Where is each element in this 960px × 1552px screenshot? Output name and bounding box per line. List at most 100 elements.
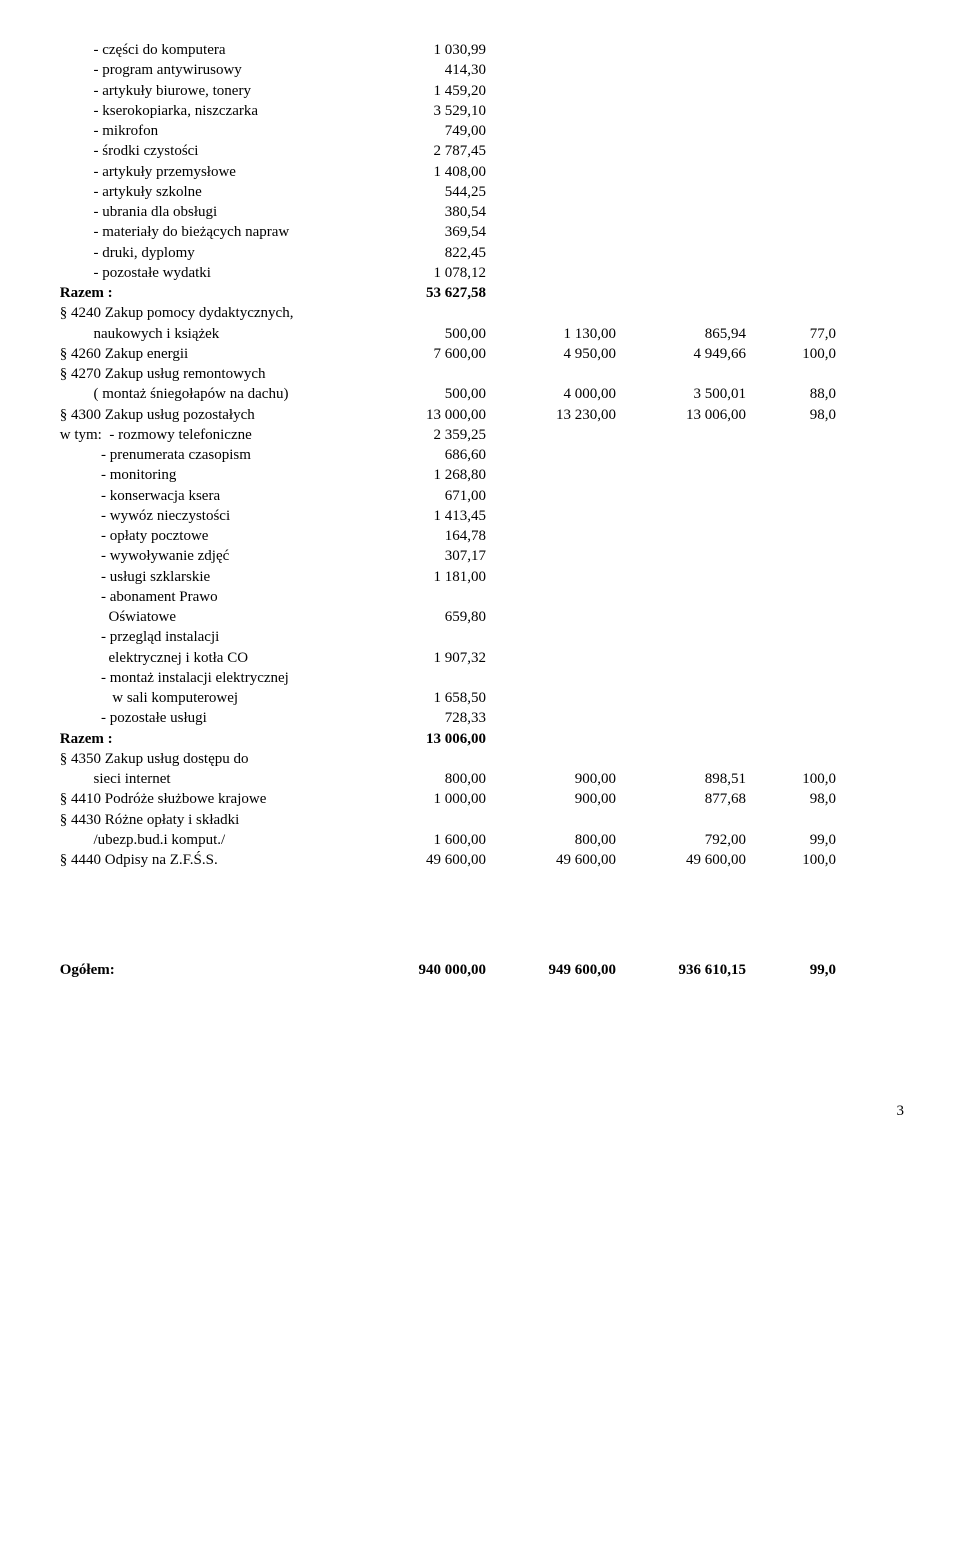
item-value [356,627,486,647]
item-value: 1 459,20 [356,81,486,101]
wtym-item: - abonament Prawo [56,587,904,607]
ogolem-row: Ogółem: 940 000,00 949 600,00 936 610,15… [56,960,904,980]
section-row: § 4440 Odpisy na Z.F.Ś.S. 49 600,00 49 6… [56,850,904,870]
item-label: - wywóz nieczystości [56,506,356,526]
col1: 49 600,00 [356,850,486,870]
item-label: - pozostałe wydatki [56,263,356,283]
col4: 100,0 [746,344,836,364]
section-label: § 4260 Zakup energii [56,344,356,364]
item-value [356,587,486,607]
section-label: § 4410 Podróże służbowe krajowe [56,789,356,809]
col4: 100,0 [746,850,836,870]
razem-value: 13 006,00 [356,729,486,749]
item-label: - prenumerata czasopism [56,445,356,465]
col4: 99,0 [746,960,836,980]
col3: 4 949,66 [616,344,746,364]
item-value: 822,45 [356,243,486,263]
section-row: sieci internet 800,00 900,00 898,51 100,… [56,769,904,789]
razem-row: Razem : 13 006,00 [56,729,904,749]
detail-item: - druki, dyplomy 822,45 [56,243,904,263]
item-label: - materiały do bieżących napraw [56,222,356,242]
item-value: 1 181,00 [356,567,486,587]
wtym-item: - wywoływanie zdjęć307,17 [56,546,904,566]
wtym-item: - monitoring1 268,80 [56,465,904,485]
col1: 940 000,00 [356,960,486,980]
section-row: § 4410 Podróże służbowe krajowe 1 000,00… [56,789,904,809]
detail-item: - artykuły szkolne 544,25 [56,182,904,202]
section-row: § 4300 Zakup usług pozostałych 13 000,00… [56,405,904,425]
item-value: 3 529,10 [356,101,486,121]
item-label: - mikrofon [56,121,356,141]
wtym-item: - usługi szklarskie1 181,00 [56,567,904,587]
col1: 1 600,00 [356,830,486,850]
col4: 77,0 [746,324,836,344]
item-label: - wywoływanie zdjęć [56,546,356,566]
col3: 13 006,00 [616,405,746,425]
wtym-item: - montaż instalacji elektrycznej [56,668,904,688]
section-row: naukowych i książek 500,00 1 130,00 865,… [56,324,904,344]
wtym-item: - opłaty pocztowe164,78 [56,526,904,546]
item-label: - opłaty pocztowe [56,526,356,546]
item-value: 2 359,25 [356,425,486,445]
col2: 4 950,00 [486,344,616,364]
col2: 13 230,00 [486,405,616,425]
item-value: 1 907,32 [356,648,486,668]
item-label: - usługi szklarskie [56,567,356,587]
item-label: w tym: - rozmowy telefoniczne [56,425,356,445]
detail-item: - program antywirusowy 414,30 [56,60,904,80]
item-label: - części do komputera [56,40,356,60]
col2: 900,00 [486,789,616,809]
item-value: 2 787,45 [356,141,486,161]
item-label: - abonament Prawo [56,587,356,607]
item-value: 659,80 [356,607,486,627]
wtym-item: w sali komputerowej1 658,50 [56,688,904,708]
col1: 800,00 [356,769,486,789]
page-number: 3 [56,1101,904,1121]
item-value: 1 658,50 [356,688,486,708]
col3: 49 600,00 [616,850,746,870]
col2: 4 000,00 [486,384,616,404]
col3: 865,94 [616,324,746,344]
col1: 1 000,00 [356,789,486,809]
detail-item: - pozostałe wydatki 1 078,12 [56,263,904,283]
col1: 500,00 [356,324,486,344]
section-label: § 4240 Zakup pomocy dydaktycznych, [56,303,356,323]
item-label: - ubrania dla obsługi [56,202,356,222]
section-label: § 4430 Różne opłaty i składki [56,810,356,830]
wtym-item: - wywóz nieczystości1 413,45 [56,506,904,526]
wtym-item: - prenumerata czasopism686,60 [56,445,904,465]
item-value: 307,17 [356,546,486,566]
col1: 7 600,00 [356,344,486,364]
razem-row: Razem : 53 627,58 [56,283,904,303]
item-value: 686,60 [356,445,486,465]
col2: 49 600,00 [486,850,616,870]
item-value: 414,30 [356,60,486,80]
item-value: 728,33 [356,708,486,728]
item-label: - przegląd instalacji [56,627,356,647]
col4: 98,0 [746,789,836,809]
section-label: § 4440 Odpisy na Z.F.Ś.S. [56,850,356,870]
wtym-item: w tym: - rozmowy telefoniczne2 359,25 [56,425,904,445]
item-value: 749,00 [356,121,486,141]
item-value: 1 030,99 [356,40,486,60]
item-value: 1 078,12 [356,263,486,283]
section-sub: /ubezp.bud.i komput./ [56,830,356,850]
item-value [356,668,486,688]
item-label: - kserokopiarka, niszczarka [56,101,356,121]
item-label: - monitoring [56,465,356,485]
detail-item: - artykuły przemysłowe 1 408,00 [56,162,904,182]
detail-item: - środki czystości 2 787,45 [56,141,904,161]
section-label: § 4270 Zakup usług remontowych [56,364,356,384]
detail-item: - artykuły biurowe, tonery 1 459,20 [56,81,904,101]
wtym-list: w tym: - rozmowy telefoniczne2 359,25 - … [56,425,904,729]
item-label: - konserwacja ksera [56,486,356,506]
item-value: 1 413,45 [356,506,486,526]
wtym-item: - konserwacja ksera671,00 [56,486,904,506]
col3: 877,68 [616,789,746,809]
section-header: § 4430 Różne opłaty i składki [56,810,904,830]
wtym-item: - przegląd instalacji [56,627,904,647]
col2: 900,00 [486,769,616,789]
col3: 898,51 [616,769,746,789]
col3: 792,00 [616,830,746,850]
detail-item: - części do komputera 1 030,99 [56,40,904,60]
